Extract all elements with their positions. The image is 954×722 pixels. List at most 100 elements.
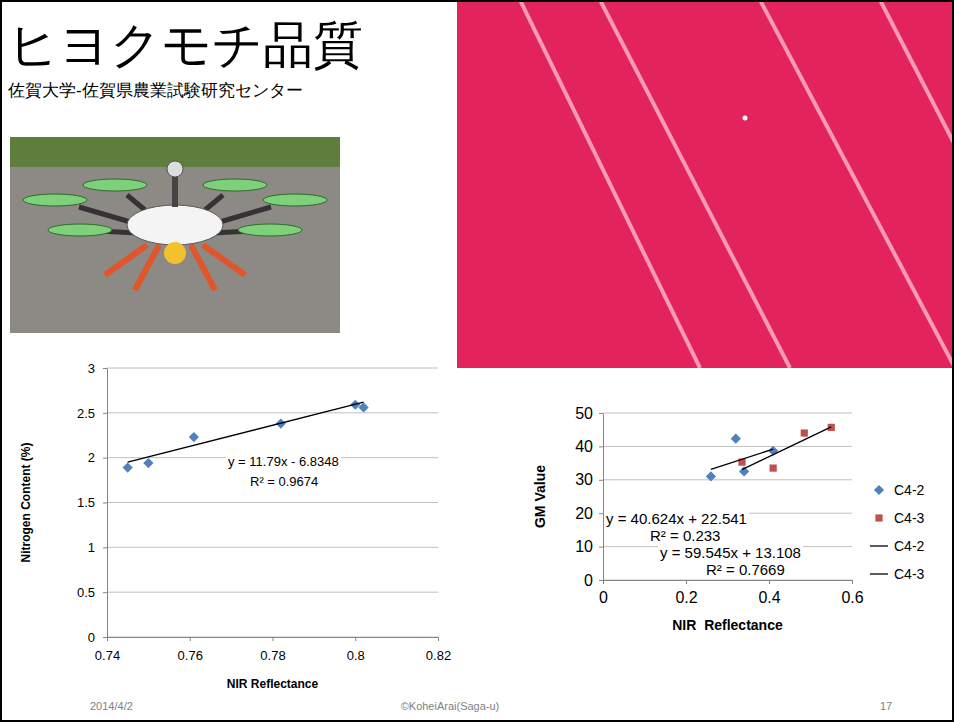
y-axis: 00.511.522.53 [77, 361, 108, 645]
legend-symbol [874, 485, 884, 495]
tick: 40 [575, 438, 603, 455]
tick: 0.74 [95, 637, 120, 663]
drone-body [127, 205, 223, 245]
frame [1, 1, 953, 721]
tick-mark [599, 480, 603, 481]
tick-mark [599, 413, 603, 414]
tick: 0.82 [426, 637, 451, 663]
annotation-ground [226, 454, 341, 469]
grid-line [107, 412, 438, 413]
axis-line [603, 414, 604, 581]
x-axis-title: NIR Reflectance [672, 617, 783, 633]
y-axis-title: Nitrogen Content (%) [19, 443, 33, 563]
slide-subtitle: 佐賀大学-佐賀県農業試験研究センター [8, 81, 303, 100]
tick-mark [103, 637, 107, 638]
tick-mark [190, 637, 191, 641]
plot-area [123, 400, 369, 473]
field [457, 2, 952, 368]
tick-mark [107, 637, 108, 641]
tick: 1 [88, 540, 107, 555]
tick-mark [599, 580, 603, 581]
slide: ヒヨクモチ品質佐賀大学-佐賀県農業試験研究センター 0.74 0.76 0.78 0.8… [0, 0, 954, 722]
tick-mark [103, 503, 107, 504]
tick-mark [355, 637, 356, 641]
y-axis: 0 10 20 30 40 50 [575, 405, 603, 589]
tick: 0 [584, 572, 603, 589]
annotation-ground [658, 544, 803, 561]
grid-line [603, 413, 852, 414]
point [123, 462, 133, 472]
drone-propeller [203, 179, 267, 191]
grid-line [107, 368, 438, 369]
point [706, 471, 716, 481]
tick-label: 10 [575, 538, 593, 555]
tick-label: 1.5 [77, 495, 95, 510]
tick-mark [769, 580, 770, 584]
drone-propeller [23, 194, 87, 206]
tick-mark [103, 458, 107, 459]
photo [457, 2, 952, 368]
tick: 0.5 [77, 585, 107, 600]
tick: 0.78 [260, 637, 285, 663]
tick-mark [103, 547, 107, 548]
x-axis-title: NIR Reflectance [227, 677, 319, 691]
drone-propeller [238, 224, 302, 236]
annotation: y = 40.624x + 22.541 [604, 510, 749, 527]
tick-mark [599, 513, 603, 514]
tick-label: 0.2 [675, 589, 697, 606]
annotation-text: y = 40.624x + 22.541 [606, 510, 747, 527]
axis-line [107, 369, 108, 638]
slide-title: ヒヨクモチ品質 [8, 17, 363, 73]
annotation: R² = 0.7669 [704, 561, 787, 578]
drone-leg [203, 245, 245, 275]
legend-symbol [875, 514, 882, 521]
drone [23, 161, 327, 290]
grid-line [107, 592, 438, 593]
annotation-text: R² = 0.7669 [706, 561, 785, 578]
tick: 20 [575, 505, 603, 522]
tick: 30 [575, 471, 603, 488]
grid-line [603, 580, 852, 581]
field-path [880, 2, 952, 368]
drone-gps [167, 161, 183, 177]
tick: 3 [88, 361, 107, 376]
tick-label: 0 [599, 589, 608, 606]
annotation-text: R² = 0.9674 [250, 474, 318, 489]
legend-label: C4-2 [894, 482, 925, 498]
tick: 0.76 [178, 637, 203, 663]
tick-label: 2.5 [77, 405, 95, 420]
footer-date: 2014/4/2 [90, 700, 133, 712]
drone-propeller [83, 179, 147, 191]
annotation-text: y = 59.545x + 13.108 [660, 544, 801, 561]
point [770, 465, 777, 472]
legend-label: C4-2 [894, 538, 925, 554]
point [189, 432, 199, 442]
grid [107, 368, 438, 637]
point [739, 466, 749, 476]
drone-mast [172, 173, 178, 207]
annotation: R² = 0.233 [648, 527, 722, 544]
footer-copyright: ©KoheiArai(Saga-u) [401, 700, 500, 712]
tick-label: 3 [88, 361, 95, 376]
x-axis: 00.20.40.6 [599, 580, 864, 606]
annotation: R² = 0.9674 [248, 474, 320, 489]
x-axis: 0.740.760.780.80.82 [95, 637, 451, 663]
chart: 00.20.40.601020304050y = 40.624x + 22.54… [532, 405, 925, 633]
annotation-ground [604, 510, 749, 527]
drone-camera [164, 242, 186, 264]
tick-label: 0.82 [426, 648, 451, 663]
legend: C4-2C4-3C4-2C4-3 [870, 482, 925, 582]
tick-mark [599, 547, 603, 548]
legend-label: C4-3 [894, 566, 925, 582]
tick-mark [103, 368, 107, 369]
tick-label: 40 [575, 438, 593, 455]
field-path [600, 2, 790, 368]
drone-propeller [263, 194, 327, 206]
tick: 50 [575, 405, 603, 422]
tick-mark [686, 580, 687, 584]
footer-page: 17 [880, 700, 892, 712]
point [358, 402, 368, 412]
tick: 1.5 [77, 495, 107, 510]
tick-label: 0.74 [95, 648, 120, 663]
tick: 0 [88, 630, 107, 645]
